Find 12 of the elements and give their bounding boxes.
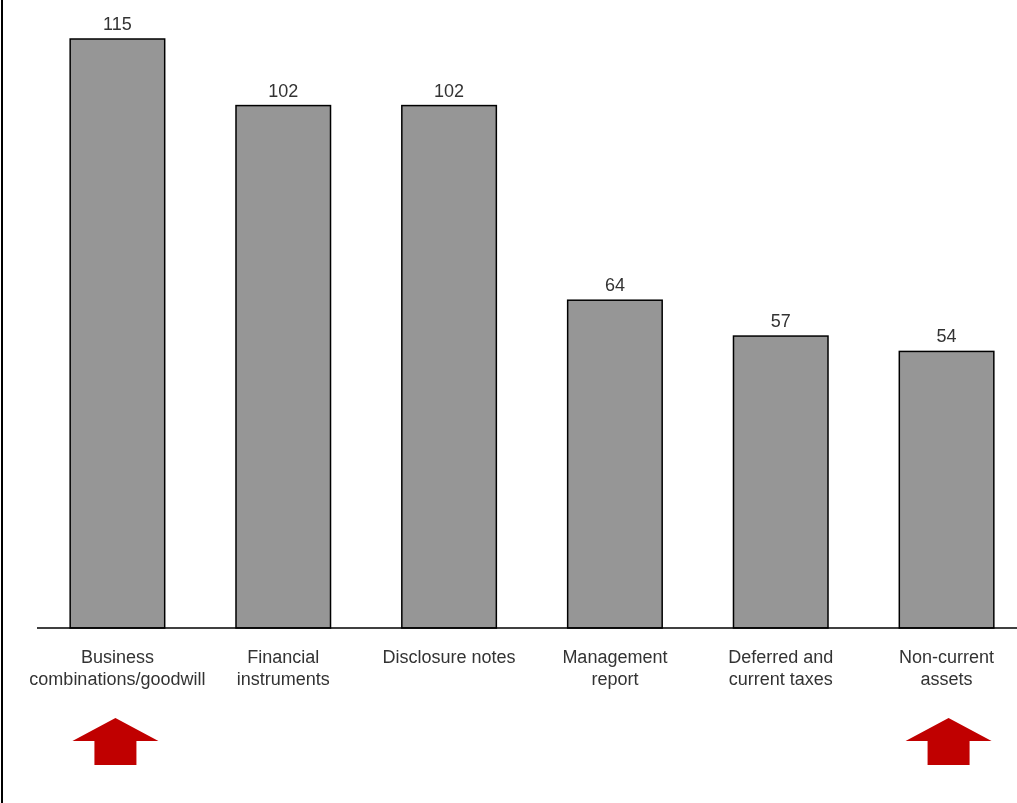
data-label: 64 — [604, 275, 625, 296]
x-tick-label: Financial instruments — [236, 647, 330, 689]
x-tick-label: Business combinations/goodwill — [29, 647, 206, 689]
data-label: 102 — [268, 80, 299, 101]
data-label: 57 — [770, 311, 791, 332]
data-label: 102 — [434, 80, 465, 101]
x-tick-label: Non-current assets — [899, 647, 995, 689]
data-label: 115 — [103, 14, 132, 34]
x-tick-label: Management report — [562, 647, 668, 689]
x-tick-label: Disclosure notes — [382, 647, 516, 667]
data-label: 54 — [936, 326, 957, 347]
x-tick-label: Deferred and current taxes — [728, 647, 834, 689]
